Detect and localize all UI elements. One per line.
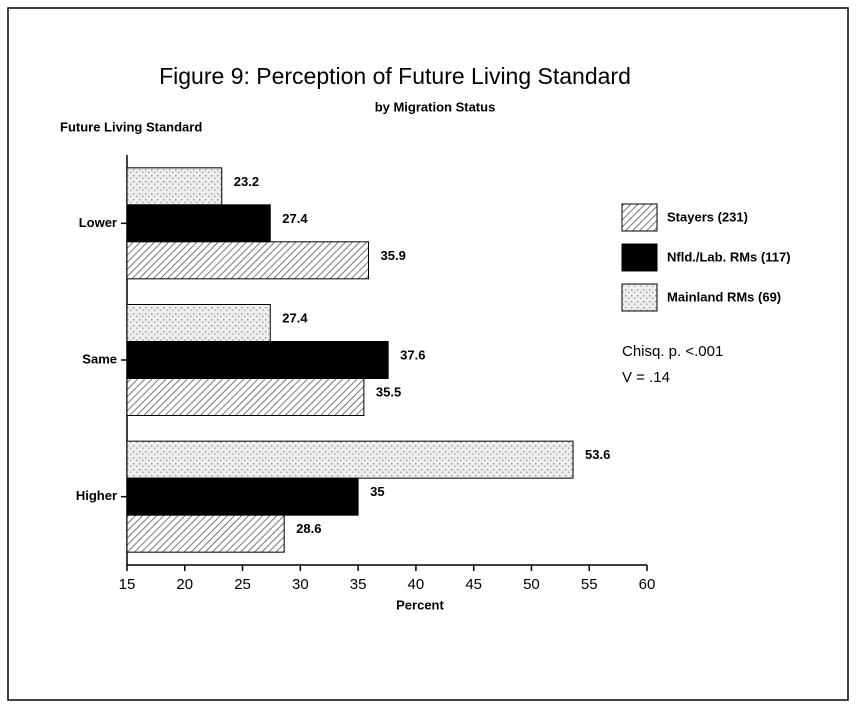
x-tick-label: 20	[176, 576, 193, 593]
chart-title: Figure 9: Perception of Future Living St…	[159, 63, 631, 89]
annotation: V = .14	[622, 369, 670, 386]
bar	[126, 341, 389, 379]
legend-label: Mainland RMs (69)	[667, 289, 781, 304]
value-label: 27.4	[282, 310, 308, 325]
bar	[126, 440, 574, 479]
y-axis-label: Future Living Standard	[60, 119, 202, 134]
value-label: 28.6	[296, 521, 321, 536]
legend-swatch	[621, 203, 658, 232]
bar	[126, 514, 285, 553]
value-label: 37.6	[400, 347, 425, 362]
x-tick-label: 60	[639, 576, 656, 593]
legend-label: Nfld./Lab. RMs (117)	[667, 249, 791, 264]
legend-swatch	[621, 243, 658, 272]
x-tick-label: 40	[408, 576, 425, 593]
x-tick-label: 30	[292, 576, 309, 593]
frame	[7, 7, 849, 701]
value-label: 23.2	[234, 174, 259, 189]
x-tick-label: 25	[234, 576, 251, 593]
x-axis-label: Percent	[396, 597, 444, 612]
legend-label: Stayers (231)	[667, 209, 748, 224]
x-tick-label: 55	[581, 576, 598, 593]
value-label: 35.5	[376, 384, 401, 399]
bar	[126, 241, 370, 280]
bar	[126, 204, 271, 243]
x-tick-label: 45	[465, 576, 482, 593]
chart-subtitle: by Migration Status	[375, 99, 496, 114]
bar	[126, 378, 365, 416]
bar	[126, 167, 223, 206]
value-label: 27.4	[282, 211, 308, 226]
bar	[126, 477, 359, 516]
x-tick-label: 50	[523, 576, 540, 593]
y-tick-label: Higher	[76, 488, 117, 503]
annotation: Chisq. p. <.001	[622, 343, 723, 360]
value-label: 35	[370, 484, 384, 499]
value-label: 53.6	[585, 447, 610, 462]
value-label: 35.9	[381, 248, 406, 263]
y-tick-label: Lower	[79, 215, 117, 230]
bar	[126, 304, 271, 342]
x-tick-label: 35	[350, 576, 367, 593]
x-tick-label: 15	[119, 576, 136, 593]
y-tick-label: Same	[82, 351, 117, 366]
legend-swatch	[621, 283, 658, 312]
